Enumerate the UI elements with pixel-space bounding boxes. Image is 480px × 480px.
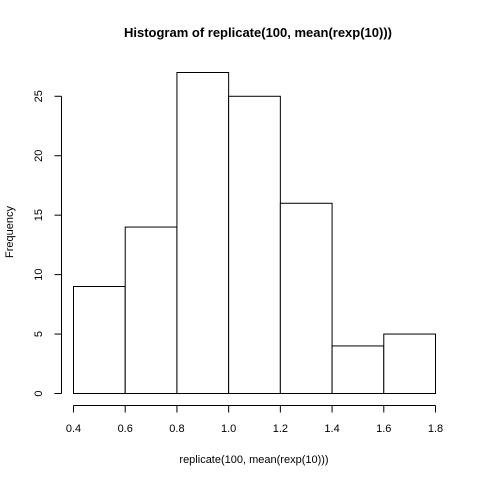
x-tick-label: 0.4 [66,423,81,435]
histogram-bar-5 [279,202,333,394]
x-axis-label: replicate(100, mean(rexp(10))) [179,454,328,466]
x-tick-label: 0.8 [169,423,184,435]
histogram-bar-6 [331,345,385,395]
y-tick-label: 15 [33,209,45,221]
x-tick-label: 1.4 [324,423,339,435]
bars-group [73,72,436,395]
y-axis-label: Frequency [4,206,16,258]
x-tick-label: 0.6 [118,423,133,435]
y-tick-label: 20 [33,150,45,162]
y-tick-label: 0 [33,390,45,396]
chart-title: Histogram of replicate(100, mean(rexp(10… [124,25,392,40]
histogram-bar-1 [73,286,126,394]
y-axis: 0 5 10 15 20 25 [33,90,62,397]
x-axis: 0.4 0.6 0.8 1.0 1.2 1.4 1.6 1.8 [66,405,443,435]
y-tick-label: 10 [33,268,45,280]
y-tick-label: 5 [33,331,45,337]
histogram-bar-3 [176,72,230,394]
x-tick-label: 1.6 [376,423,391,435]
x-tick-label: 1.8 [428,423,443,435]
histogram-bar-2 [124,226,178,394]
y-tick-label: 25 [33,90,45,102]
histogram-bar-4 [228,95,281,395]
x-tick-label: 1.2 [273,423,288,435]
x-tick-label: 1.0 [221,423,236,435]
histogram-bar-7 [383,333,436,394]
